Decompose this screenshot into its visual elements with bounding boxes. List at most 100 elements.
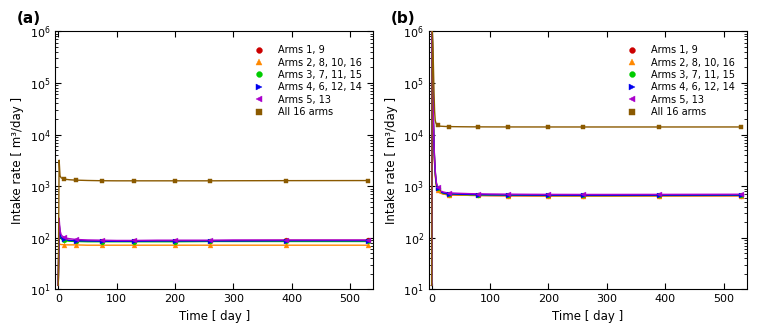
- Legend: Arms 1, 9, Arms 2, 8, 10, 16, Arms 3, 7, 11, 15, Arms 4, 6, 12, 14, Arms 5, 13, : Arms 1, 9, Arms 2, 8, 10, 16, Arms 3, 7,…: [618, 41, 739, 121]
- Arms 1, 9: [433, 187, 442, 191]
- Arms 1, 9: [71, 239, 80, 243]
- All 16 arms: [579, 125, 588, 129]
- Arms 4, 6, 12, 14: [98, 239, 107, 243]
- Arms 1, 9: [655, 194, 664, 198]
- Arms 5, 13: [655, 192, 664, 196]
- Arms 1, 9: [60, 237, 69, 241]
- Arms 5, 13: [171, 238, 180, 242]
- X-axis label: Time [ day ]: Time [ day ]: [553, 310, 624, 323]
- Arms 3, 7, 11, 15: [544, 193, 553, 197]
- Line: All 16 arms: All 16 arms: [435, 123, 744, 129]
- Arms 1, 9: [98, 239, 107, 243]
- Arms 4, 6, 12, 14: [60, 237, 69, 241]
- Arms 3, 7, 11, 15: [503, 193, 512, 197]
- Arms 2, 8, 10, 16: [737, 194, 746, 198]
- Arms 1, 9: [130, 239, 139, 243]
- Arms 5, 13: [281, 238, 290, 242]
- Arms 2, 8, 10, 16: [71, 243, 80, 247]
- Arms 5, 13: [445, 191, 454, 195]
- Arms 1, 9: [737, 194, 746, 198]
- All 16 arms: [98, 179, 107, 183]
- Arms 4, 6, 12, 14: [579, 193, 588, 197]
- Arms 1, 9: [474, 193, 483, 197]
- Y-axis label: Intake rate [ m³/day ]: Intake rate [ m³/day ]: [11, 97, 24, 224]
- Line: Arms 5, 13: Arms 5, 13: [435, 184, 744, 197]
- Arms 2, 8, 10, 16: [363, 243, 372, 247]
- Arms 5, 13: [60, 235, 69, 239]
- Arms 4, 6, 12, 14: [503, 193, 512, 197]
- Line: Arms 5, 13: Arms 5, 13: [61, 235, 370, 243]
- Arms 4, 6, 12, 14: [544, 193, 553, 197]
- Arms 5, 13: [130, 238, 139, 242]
- Text: (a): (a): [17, 11, 41, 26]
- Arms 3, 7, 11, 15: [445, 192, 454, 196]
- Line: Arms 1, 9: Arms 1, 9: [61, 237, 370, 243]
- Arms 2, 8, 10, 16: [544, 194, 553, 198]
- Arms 2, 8, 10, 16: [205, 243, 215, 247]
- Y-axis label: Intake rate [ m³/day ]: Intake rate [ m³/day ]: [384, 97, 397, 224]
- Arms 1, 9: [281, 238, 290, 242]
- Arms 1, 9: [171, 239, 180, 243]
- All 16 arms: [737, 125, 746, 129]
- Arms 5, 13: [474, 192, 483, 196]
- Line: Arms 2, 8, 10, 16: Arms 2, 8, 10, 16: [61, 242, 370, 247]
- Arms 1, 9: [445, 193, 454, 197]
- All 16 arms: [503, 125, 512, 129]
- Arms 3, 7, 11, 15: [98, 240, 107, 244]
- Arms 5, 13: [503, 192, 512, 196]
- Arms 3, 7, 11, 15: [363, 239, 372, 243]
- All 16 arms: [171, 179, 180, 183]
- Line: Arms 4, 6, 12, 14: Arms 4, 6, 12, 14: [435, 185, 744, 198]
- Line: All 16 arms: All 16 arms: [61, 176, 370, 183]
- Arms 4, 6, 12, 14: [130, 239, 139, 243]
- Arms 5, 13: [205, 238, 215, 242]
- Arms 4, 6, 12, 14: [71, 239, 80, 243]
- Arms 5, 13: [737, 192, 746, 196]
- Arms 4, 6, 12, 14: [205, 239, 215, 243]
- All 16 arms: [130, 179, 139, 183]
- Arms 3, 7, 11, 15: [130, 240, 139, 244]
- Arms 2, 8, 10, 16: [474, 193, 483, 197]
- Arms 2, 8, 10, 16: [503, 194, 512, 198]
- Arms 5, 13: [98, 238, 107, 242]
- Arms 4, 6, 12, 14: [737, 193, 746, 197]
- Line: Arms 1, 9: Arms 1, 9: [435, 187, 744, 198]
- Line: Arms 3, 7, 11, 15: Arms 3, 7, 11, 15: [435, 186, 744, 198]
- All 16 arms: [445, 125, 454, 129]
- Arms 5, 13: [433, 185, 442, 189]
- Arms 2, 8, 10, 16: [281, 243, 290, 247]
- Arms 2, 8, 10, 16: [445, 193, 454, 197]
- All 16 arms: [474, 125, 483, 129]
- Line: Arms 2, 8, 10, 16: Arms 2, 8, 10, 16: [435, 187, 744, 198]
- Arms 1, 9: [503, 194, 512, 198]
- Arms 5, 13: [544, 192, 553, 196]
- Arms 5, 13: [71, 237, 80, 241]
- Arms 4, 6, 12, 14: [445, 192, 454, 196]
- Arms 4, 6, 12, 14: [474, 193, 483, 197]
- Arms 4, 6, 12, 14: [171, 239, 180, 243]
- All 16 arms: [281, 179, 290, 183]
- Arms 2, 8, 10, 16: [171, 243, 180, 247]
- Arms 2, 8, 10, 16: [655, 194, 664, 198]
- Arms 4, 6, 12, 14: [363, 239, 372, 243]
- Arms 2, 8, 10, 16: [579, 194, 588, 198]
- Arms 1, 9: [544, 194, 553, 198]
- Arms 3, 7, 11, 15: [433, 186, 442, 190]
- Arms 3, 7, 11, 15: [281, 239, 290, 243]
- Arms 5, 13: [579, 192, 588, 196]
- Arms 3, 7, 11, 15: [474, 193, 483, 197]
- Arms 4, 6, 12, 14: [655, 193, 664, 197]
- Arms 3, 7, 11, 15: [737, 193, 746, 197]
- Arms 3, 7, 11, 15: [71, 239, 80, 243]
- All 16 arms: [544, 125, 553, 129]
- Arms 3, 7, 11, 15: [205, 239, 215, 243]
- All 16 arms: [205, 179, 215, 183]
- All 16 arms: [60, 177, 69, 181]
- Arms 3, 7, 11, 15: [579, 193, 588, 197]
- All 16 arms: [71, 178, 80, 182]
- All 16 arms: [655, 125, 664, 129]
- Arms 3, 7, 11, 15: [171, 240, 180, 244]
- Arms 4, 6, 12, 14: [281, 239, 290, 243]
- X-axis label: Time [ day ]: Time [ day ]: [179, 310, 250, 323]
- Arms 3, 7, 11, 15: [60, 238, 69, 242]
